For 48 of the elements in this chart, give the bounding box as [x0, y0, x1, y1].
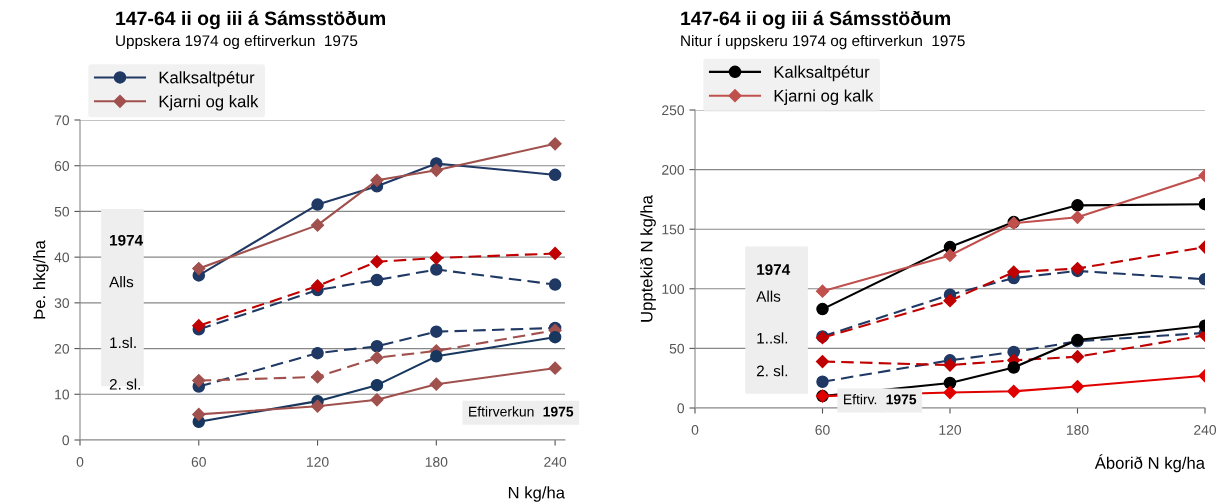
chart-subtitle: Uppskera 1974 og eftirverkun 1975 — [116, 34, 358, 50]
y-tick-label: 70 — [54, 115, 70, 126]
x-tick-label: 180 — [1066, 425, 1089, 435]
annotation: Eftirverkun — [469, 406, 534, 417]
y-tick-label: 40 — [54, 252, 70, 263]
chart-title: 147-64 ii og iii á Sámsstöðum — [681, 10, 951, 30]
x-tick-label: 240 — [1194, 425, 1217, 435]
x-tick-label: 0 — [76, 457, 84, 467]
x-tick-label: 0 — [691, 425, 699, 435]
chart-title: 147-64 ii og iii á Sámsstöðum — [116, 10, 386, 30]
x-axis-title: N kg/ha — [508, 486, 565, 502]
y-axis-title: Þe. hkg/ha — [33, 240, 49, 319]
x-tick-label: 60 — [191, 457, 206, 467]
y-tick-label: 0 — [62, 435, 70, 446]
x-tick-label: 60 — [815, 425, 830, 435]
chart-subtitle: Nitur í uppskeru 1974 og eftirverkun 1975 — [681, 34, 965, 50]
annotation: Alls — [756, 290, 781, 302]
y-tick-label: 100 — [662, 284, 685, 294]
legend-label: Kjarni og kalk — [774, 89, 874, 105]
annotation: 1..sl. — [757, 332, 788, 344]
annotation: 1974 — [757, 264, 791, 276]
x-axis-title: Áborið N kg/ha — [1094, 454, 1206, 473]
annotation: Eftirv. — [844, 394, 877, 405]
x-tick-label: 120 — [939, 425, 962, 435]
x-tick-label: 180 — [425, 457, 448, 467]
x-tick-label: 240 — [544, 457, 567, 467]
x-tick-label: 120 — [307, 457, 329, 467]
y-tick-label: 60 — [54, 161, 70, 171]
annotation: 1974 — [110, 234, 144, 246]
annotation: 2. sl. — [756, 365, 788, 377]
y-tick-label: 50 — [54, 206, 70, 217]
annotation: 1975 — [886, 394, 917, 405]
legend-label: Kalksaltpétur — [774, 65, 870, 82]
annotation: 1.sl. — [110, 336, 136, 349]
y-tick-label: 10 — [55, 389, 70, 400]
annotation: 2. sl. — [109, 378, 140, 390]
legend-label: Kjarni og kalk — [159, 95, 259, 111]
y-tick-label: 200 — [662, 164, 685, 175]
y-tick-label: 0 — [677, 403, 685, 414]
annotation: Alls — [109, 276, 134, 288]
y-tick-label: 150 — [662, 224, 685, 235]
y-tick-label: 250 — [662, 105, 685, 116]
y-axis-title: Upptekið N kg/ha — [640, 195, 656, 322]
y-tick-label: 50 — [669, 343, 685, 354]
legend-label: Kalksaltpétur — [159, 71, 255, 87]
y-tick-label: 30 — [54, 298, 70, 309]
y-tick-label: 20 — [54, 343, 70, 354]
annotation: 1975 — [543, 406, 574, 417]
